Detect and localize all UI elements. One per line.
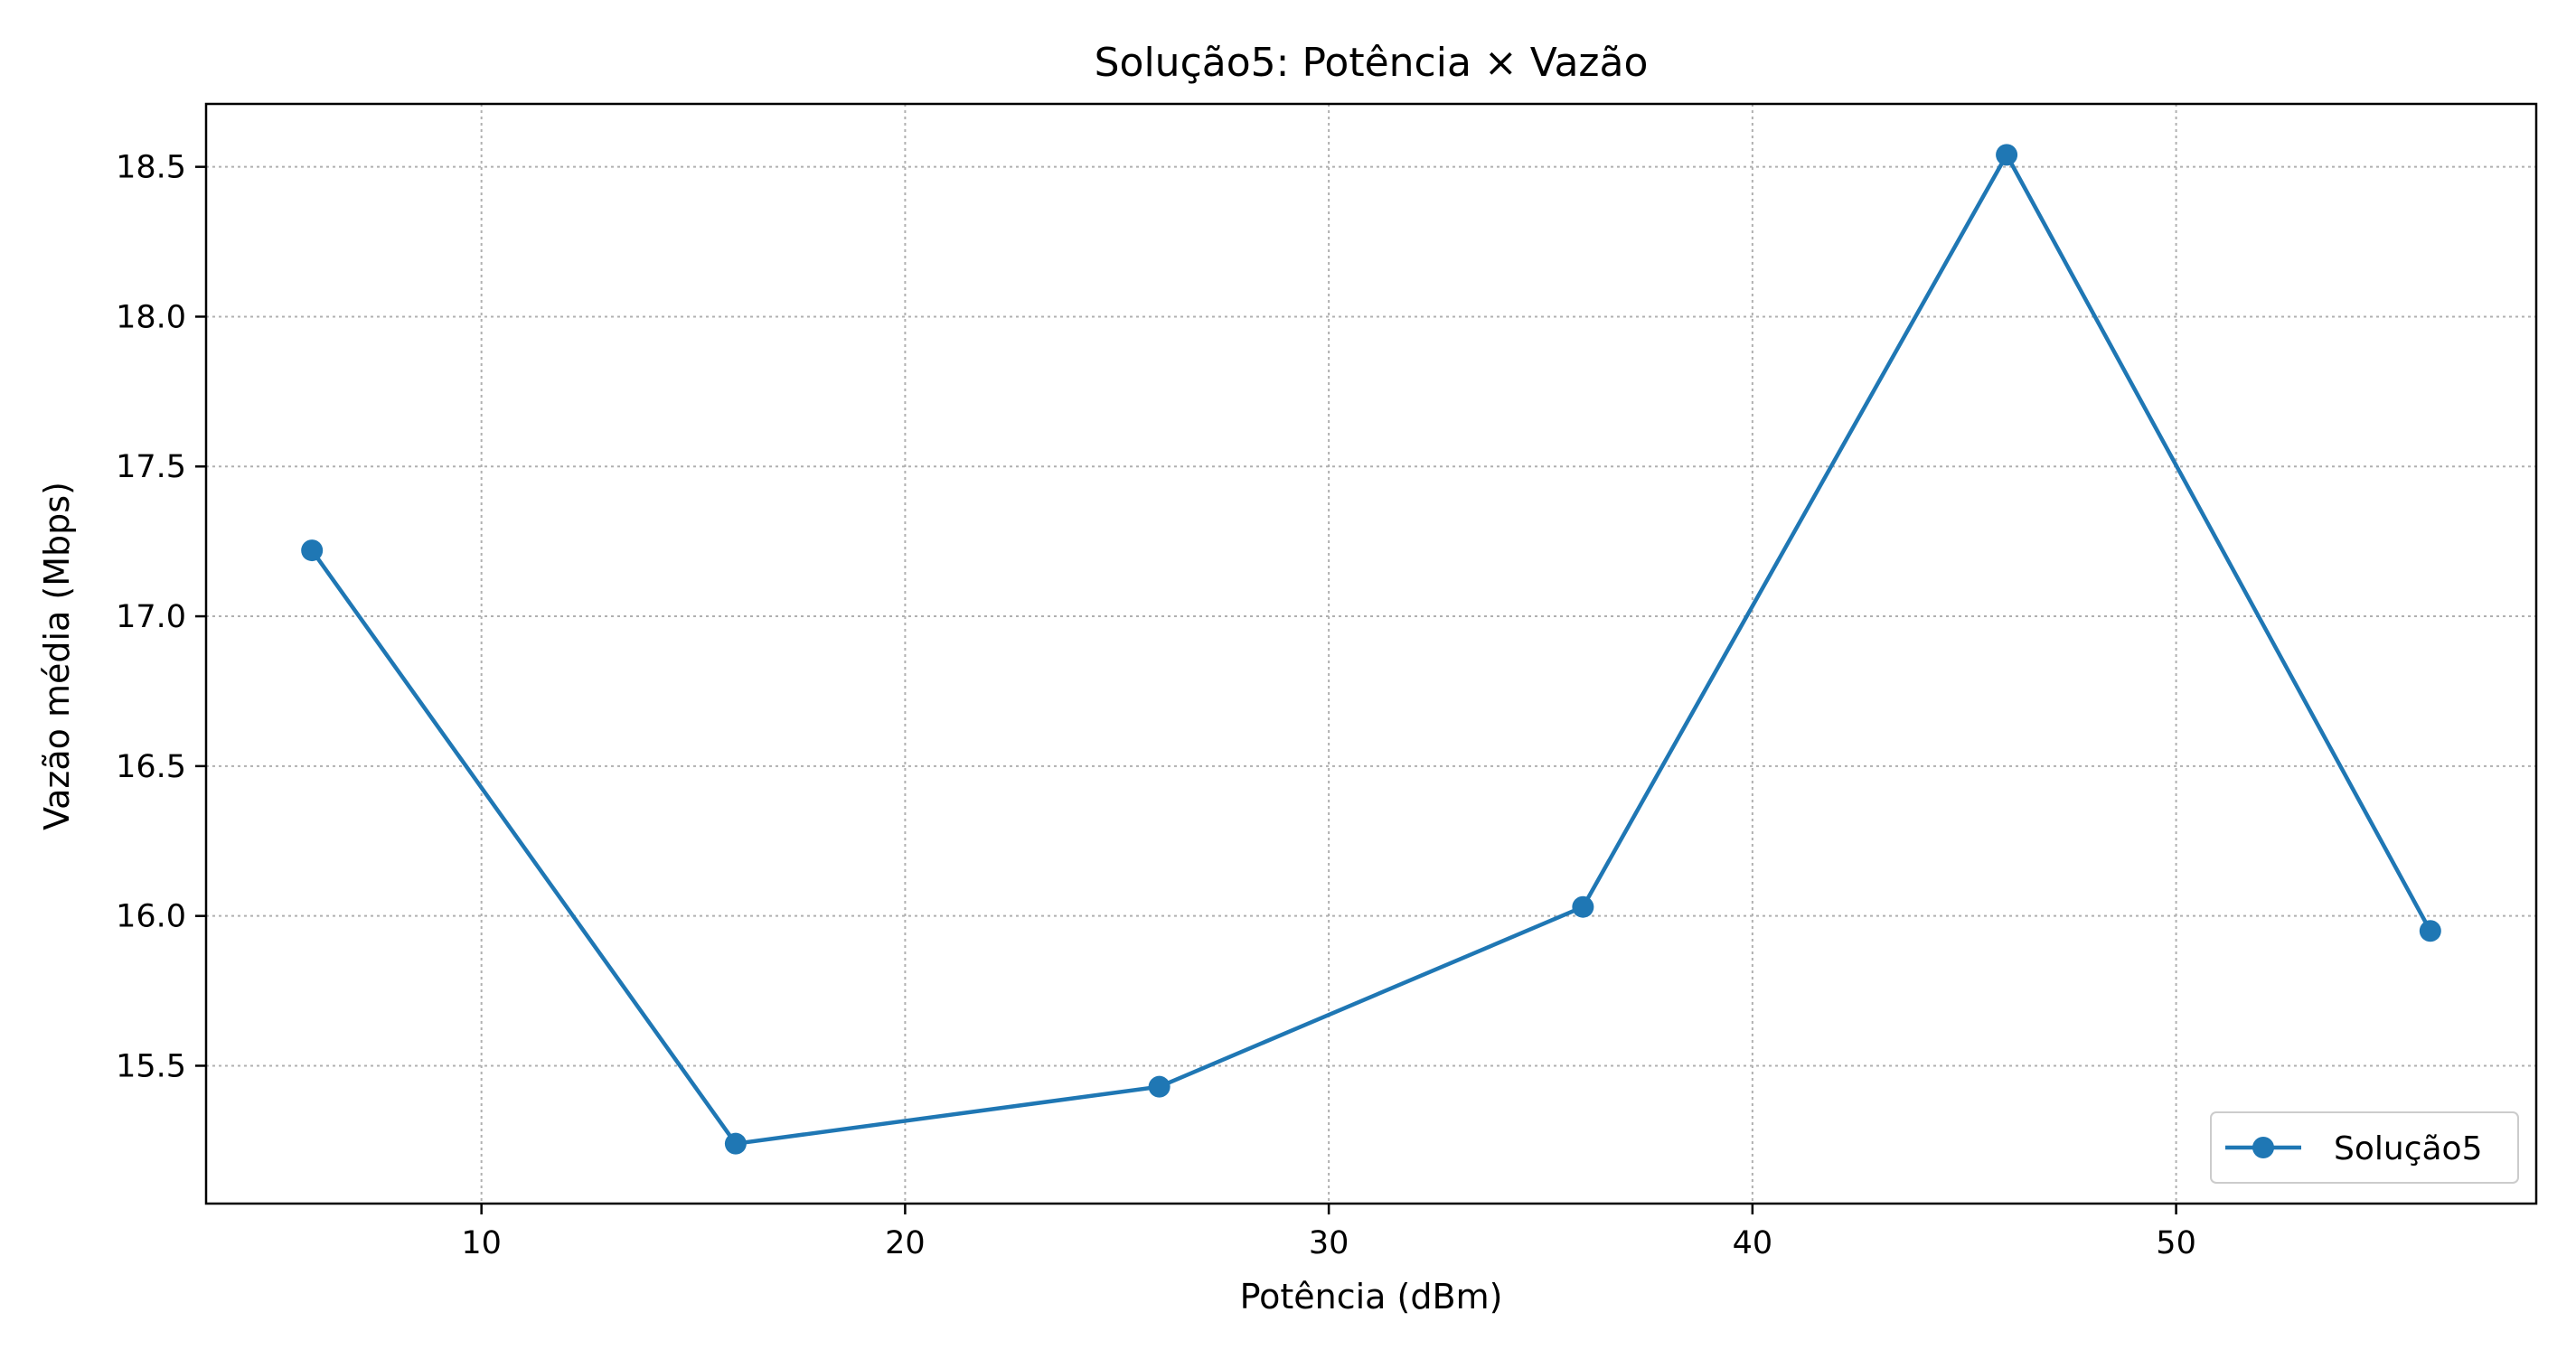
plot-area-frame (204, 102, 2538, 1205)
y-tick-label: 18.0 (116, 299, 186, 335)
legend-label-solucao5: Solução5 (2334, 1130, 2482, 1167)
data-point (301, 539, 324, 562)
data-point (2419, 920, 2441, 942)
chart-title: Solução5: Potência × Vazão (1095, 40, 1649, 86)
data-point (1148, 1075, 1170, 1098)
x-tick-label: 40 (1733, 1225, 1773, 1261)
data-point (1572, 895, 1594, 918)
data-point (1996, 144, 2018, 166)
y-tick-label: 16.0 (116, 899, 186, 935)
series-line (309, 153, 2433, 1146)
legend-marker-swatch (2252, 1137, 2274, 1158)
y-tick-label: 18.5 (116, 150, 186, 186)
legend: Solução5 (2210, 1111, 2519, 1184)
x-axis-label: Potência (dBm) (1240, 1277, 1503, 1317)
y-tick-label: 16.5 (116, 749, 186, 785)
series-layer (301, 144, 2441, 1155)
y-tick-label: 17.0 (116, 599, 186, 635)
y-tick-label: 17.5 (116, 449, 186, 485)
legend-box (2210, 1111, 2519, 1184)
grid (206, 104, 2536, 1204)
ticks: 10 20 30 40 50 15.5 16.0 16.5 17.0 17.5 18.0 18.5 (116, 150, 2196, 1261)
x-tick-label: 50 (2156, 1225, 2196, 1261)
data-point (724, 1132, 747, 1155)
x-tick-label: 30 (1309, 1225, 1349, 1261)
y-axis-label: Vazão média (Mbps) (37, 482, 77, 830)
y-tick-label: 15.5 (116, 1048, 186, 1084)
x-tick-label: 20 (885, 1225, 926, 1261)
x-tick-label: 10 (461, 1225, 502, 1261)
